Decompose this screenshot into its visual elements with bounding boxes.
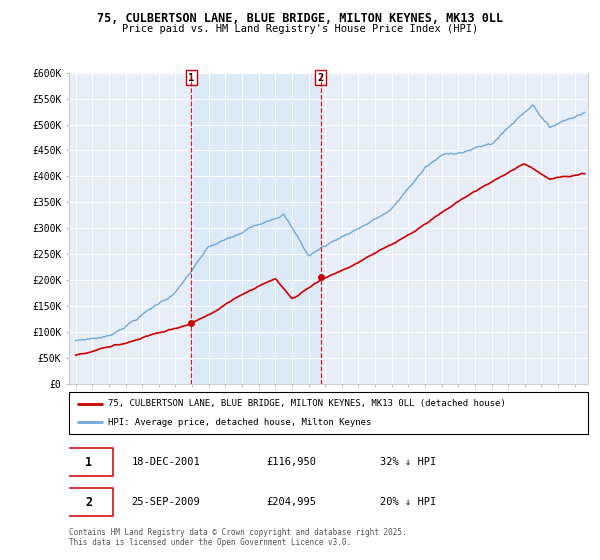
Text: 2: 2: [85, 496, 92, 508]
Text: £204,995: £204,995: [266, 497, 316, 507]
Text: 75, CULBERTSON LANE, BLUE BRIDGE, MILTON KEYNES, MK13 0LL: 75, CULBERTSON LANE, BLUE BRIDGE, MILTON…: [97, 12, 503, 25]
Text: Contains HM Land Registry data © Crown copyright and database right 2025.
This d: Contains HM Land Registry data © Crown c…: [69, 528, 407, 547]
Text: Price paid vs. HM Land Registry's House Price Index (HPI): Price paid vs. HM Land Registry's House …: [122, 24, 478, 34]
Text: 1: 1: [188, 73, 194, 83]
Text: 18-DEC-2001: 18-DEC-2001: [131, 458, 200, 467]
Text: £116,950: £116,950: [266, 458, 316, 467]
Text: HPI: Average price, detached house, Milton Keynes: HPI: Average price, detached house, Milt…: [108, 418, 371, 427]
FancyBboxPatch shape: [69, 392, 588, 434]
Text: 25-SEP-2009: 25-SEP-2009: [131, 497, 200, 507]
Text: 20% ↓ HPI: 20% ↓ HPI: [380, 497, 437, 507]
FancyBboxPatch shape: [64, 488, 113, 516]
Text: 75, CULBERTSON LANE, BLUE BRIDGE, MILTON KEYNES, MK13 0LL (detached house): 75, CULBERTSON LANE, BLUE BRIDGE, MILTON…: [108, 399, 506, 408]
FancyBboxPatch shape: [64, 448, 113, 477]
Bar: [191, 73, 320, 384]
Text: 2: 2: [317, 73, 324, 83]
Text: 32% ↓ HPI: 32% ↓ HPI: [380, 458, 437, 467]
Text: 1: 1: [85, 456, 92, 469]
